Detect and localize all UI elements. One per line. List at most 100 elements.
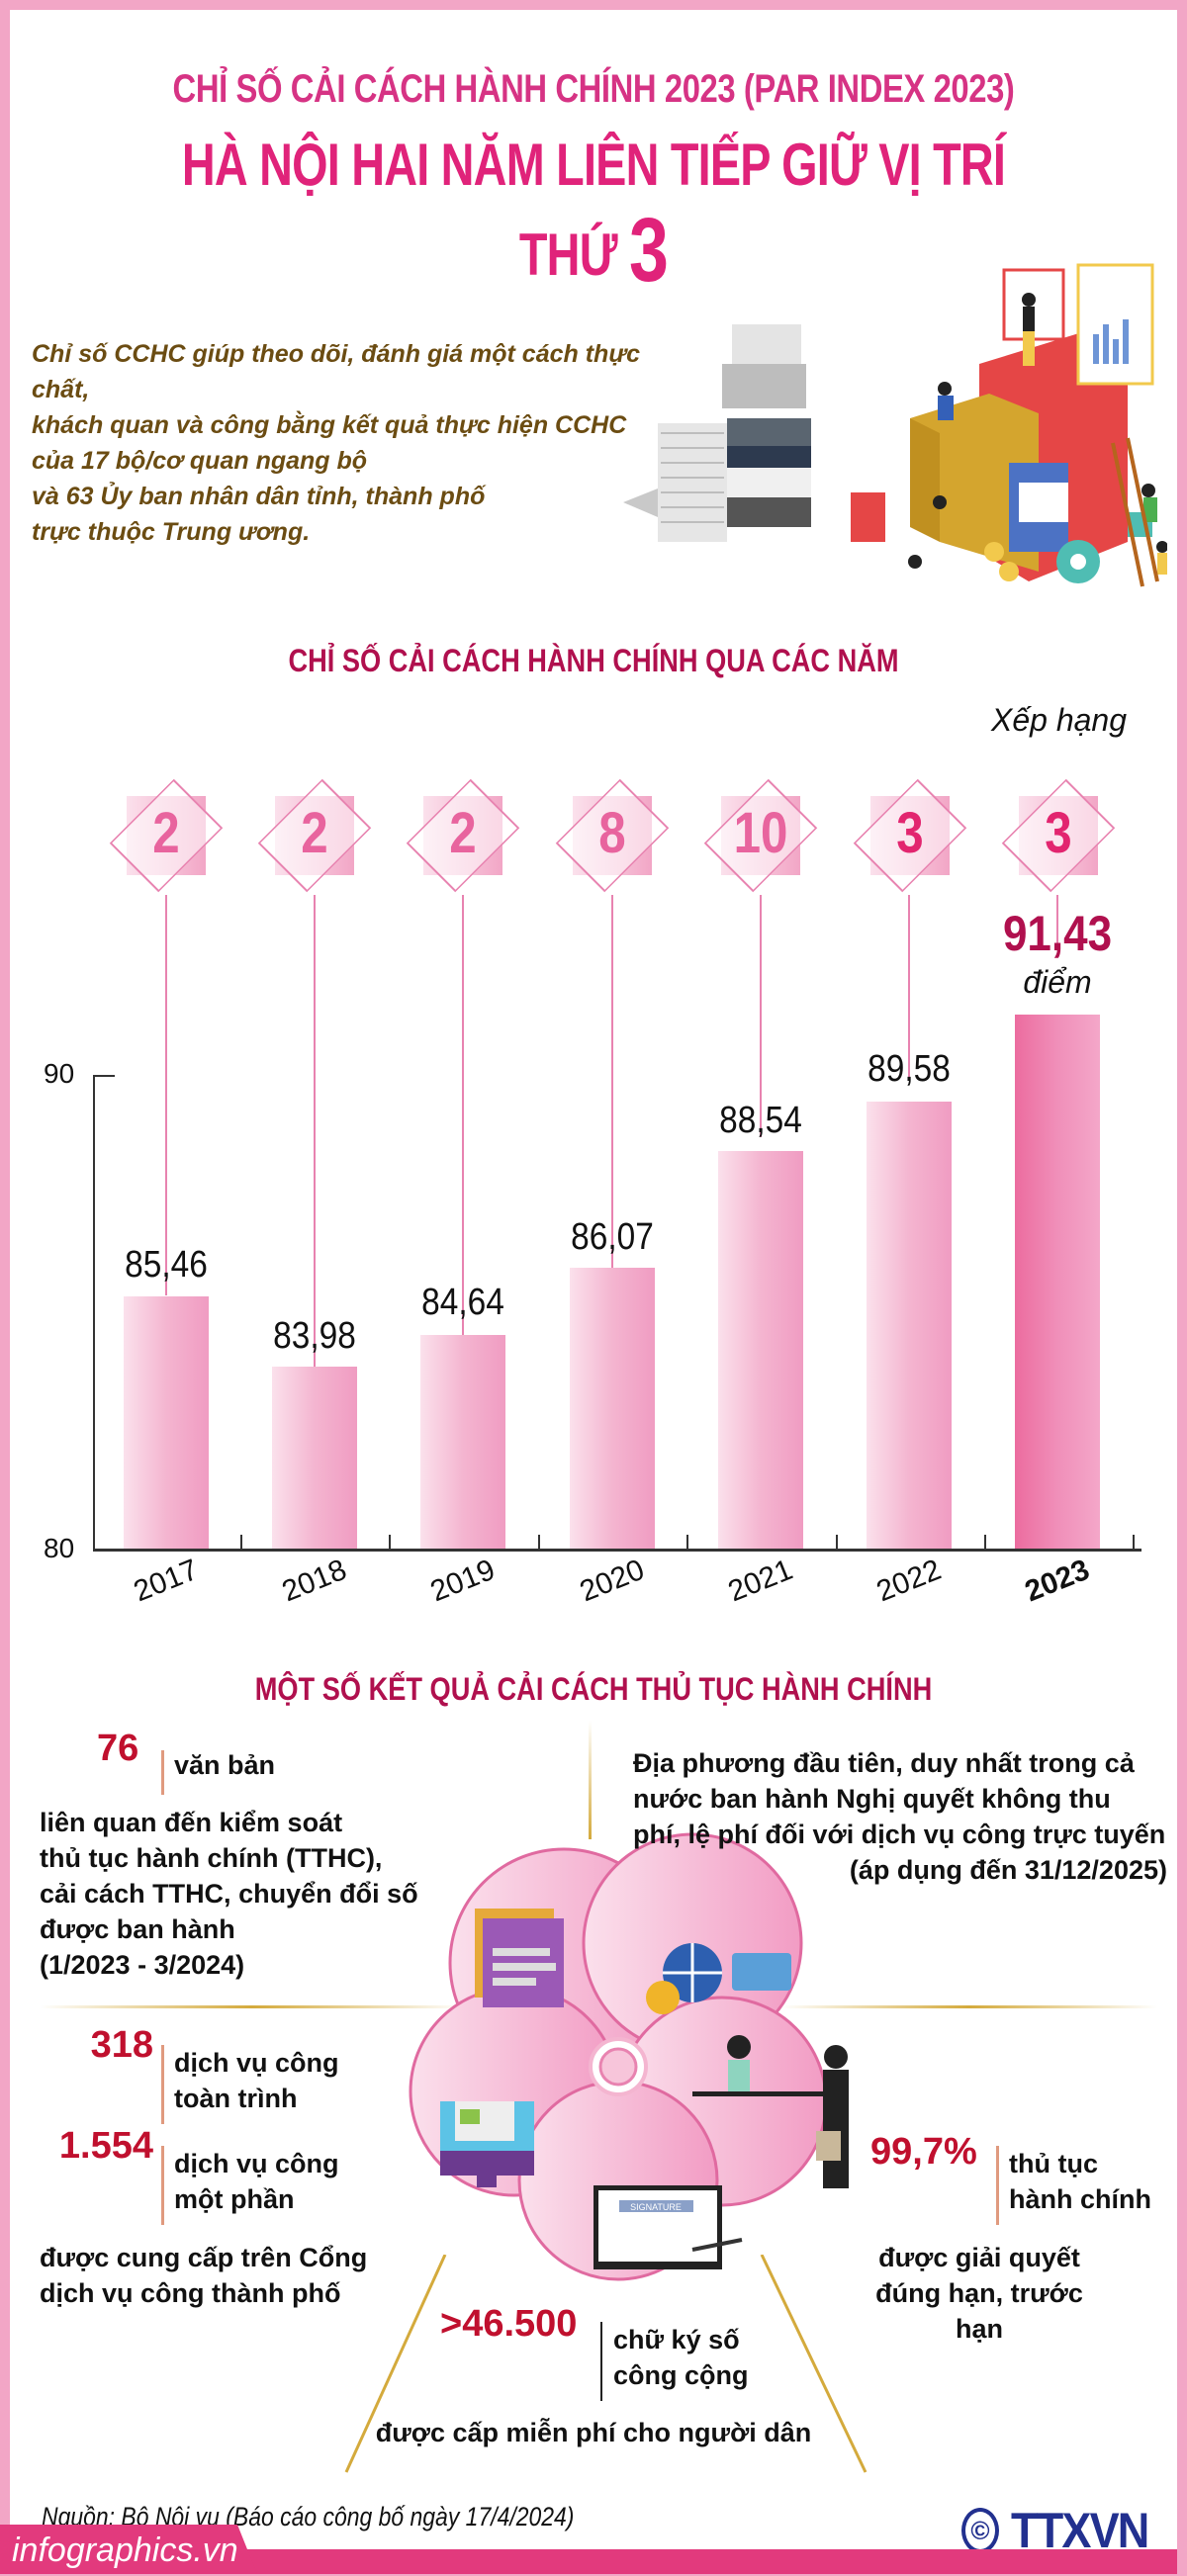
separator bbox=[600, 2322, 602, 2401]
infographic-page: CHỈ SỐ CẢI CÁCH HÀNH CHÍNH 2023 (PAR IND… bbox=[10, 10, 1177, 2572]
procedures-unit: thủ tục hành chính bbox=[1009, 2149, 1151, 2214]
x-tick bbox=[1133, 1535, 1135, 1551]
rank-stem bbox=[908, 895, 910, 1078]
par-index-bar-chart: 2 2 2 8 10 3 3 bbox=[10, 722, 1177, 1612]
docs-number: 76 bbox=[97, 1728, 139, 1769]
bar-2017 bbox=[124, 1296, 209, 1549]
title-line-2: HÀ NỘI HAI NĂM LIÊN TIẾP GIỮ VỊ TRÍ THỨ … bbox=[138, 131, 1049, 303]
site-link[interactable]: infographics.vn bbox=[0, 2525, 257, 2574]
chart-section-title: CHỈ SỐ CẢI CÁCH HÀNH CHÍNH QUA CÁC NĂM bbox=[288, 643, 899, 678]
separator bbox=[161, 2146, 164, 2225]
rank-diamond: 2 bbox=[404, 776, 522, 895]
separator bbox=[161, 1750, 164, 1795]
x-label-highlight: 2023 bbox=[1020, 1553, 1094, 1609]
rank-stem bbox=[760, 895, 762, 1137]
rank-diamond: 2 bbox=[107, 776, 226, 895]
docs-unit: văn bản bbox=[174, 1750, 276, 1780]
x-label: 2022 bbox=[871, 1553, 946, 1609]
y-axis bbox=[93, 1075, 95, 1550]
title-main: HÀ NỘI HAI NĂM LIÊN TIẾP GIỮ VỊ TRÍ THỨ bbox=[181, 132, 1006, 288]
x-label: 2021 bbox=[723, 1553, 797, 1609]
x-tick bbox=[836, 1535, 838, 1551]
results-section-title: MỘT SỐ KẾT QUẢ CẢI CÁCH THỦ TỤC HÀNH CHÍ… bbox=[254, 1671, 933, 1707]
x-tick bbox=[538, 1535, 540, 1551]
bar-2020 bbox=[570, 1268, 655, 1549]
paper-stack-icon bbox=[623, 324, 811, 542]
rank-stem bbox=[165, 895, 167, 1295]
intro-line: của 17 bộ/cơ quan ngang bộ bbox=[32, 447, 368, 475]
svg-text:SIGNATURE: SIGNATURE bbox=[630, 2202, 682, 2212]
services-partial-unit: dịch vụ công một phần bbox=[174, 2149, 339, 2214]
x-axis bbox=[93, 1549, 1141, 1552]
bar-2019 bbox=[420, 1335, 505, 1549]
y-tick-80: 80 bbox=[44, 1533, 75, 1563]
rank-stem bbox=[611, 895, 613, 1276]
services-full: 318 bbox=[90, 2024, 153, 2066]
reform-flower-illustration-icon: SIGNATURE bbox=[409, 1832, 849, 2281]
y-tick-90: 90 bbox=[44, 1058, 75, 1089]
businessman-icon bbox=[824, 2045, 848, 2069]
copyright-icon: © bbox=[961, 2508, 999, 2553]
intro-line: trực thuộc Trung ương. bbox=[32, 518, 311, 546]
bar-value: 84,64 bbox=[421, 1282, 504, 1323]
x-tick bbox=[686, 1535, 688, 1551]
logo-text: TTXVN bbox=[1011, 2503, 1149, 2558]
bar-value-highlight: 91,43 bbox=[1002, 906, 1113, 961]
title-rank: 3 bbox=[628, 200, 669, 301]
gold-divider bbox=[40, 2005, 465, 2008]
x-tick bbox=[240, 1535, 242, 1551]
result-docs: 76 bbox=[97, 1728, 139, 1769]
document-icon bbox=[475, 1909, 564, 2007]
bar-value: 85,46 bbox=[125, 1244, 208, 1286]
signatures: >46.500 bbox=[440, 2303, 578, 2345]
office-isometric-illustration-icon bbox=[623, 263, 1167, 587]
x-label: 2018 bbox=[277, 1553, 351, 1609]
rank-diamond: 8 bbox=[553, 776, 672, 895]
credit-card-icon bbox=[732, 1953, 791, 1991]
intro-line: Chỉ số CCHC giúp theo dõi, đánh giá một … bbox=[32, 340, 641, 403]
bar-value: 83,98 bbox=[273, 1315, 356, 1357]
rank-stem bbox=[1056, 895, 1058, 944]
signatures-desc: được cấp miễn phí cho người dân bbox=[375, 2418, 812, 2447]
rank-label: Xếp hạng bbox=[991, 702, 1128, 738]
rank-stem bbox=[462, 895, 464, 1384]
bar-value: 89,58 bbox=[867, 1048, 951, 1090]
rank-diamond: 10 bbox=[701, 776, 820, 895]
x-label: 2019 bbox=[425, 1553, 500, 1609]
rank-diamond: 3 bbox=[851, 776, 969, 895]
computer-icon bbox=[440, 2101, 534, 2187]
separator bbox=[996, 2146, 999, 2225]
rank-diamond: 3 bbox=[999, 776, 1118, 895]
signature-screen-icon: SIGNATURE bbox=[594, 2185, 743, 2269]
bar-2023 bbox=[1015, 1015, 1100, 1549]
intro-line: và 63 Ủy ban nhân dân tỉnh, thành phố bbox=[32, 483, 486, 510]
unit-label: điểm bbox=[1023, 964, 1092, 1000]
intro-text: Chỉ số CCHC giúp theo dõi, đánh giá một … bbox=[32, 336, 645, 550]
services-desc: được cung cấp trên Cổng dịch vụ công thà… bbox=[40, 2243, 368, 2308]
rank-stem bbox=[314, 895, 316, 1424]
y-axis-top-tick bbox=[93, 1075, 115, 1077]
docs-desc: liên quan đến kiểm soát thủ tục hành chí… bbox=[40, 1808, 418, 1980]
x-label: 2017 bbox=[129, 1553, 203, 1609]
bar-2022 bbox=[867, 1102, 952, 1549]
services-full-unit: dịch vụ công toàn trình bbox=[174, 2048, 339, 2113]
procedures: 99,7% bbox=[870, 2131, 977, 2173]
separator bbox=[161, 2045, 164, 2124]
bar-value: 86,07 bbox=[571, 1216, 654, 1258]
rank-diamond: 2 bbox=[255, 776, 374, 895]
x-tick bbox=[984, 1535, 986, 1551]
intro-line: khách quan và công bằng kết quả thực hiệ… bbox=[32, 411, 627, 439]
signatures-unit: chữ ký số công cộng bbox=[613, 2325, 749, 2390]
bar-2021 bbox=[718, 1151, 803, 1549]
gear-icon bbox=[646, 1981, 680, 2014]
x-label: 2020 bbox=[575, 1553, 649, 1609]
gold-divider bbox=[781, 2005, 1157, 2008]
x-tick bbox=[389, 1535, 391, 1551]
gold-diagonal-lines bbox=[344, 2255, 867, 2473]
services-partial: 1.554 bbox=[58, 2125, 153, 2167]
bar-value: 88,54 bbox=[719, 1100, 802, 1141]
first-locality-desc: Địa phương đầu tiên, duy nhất trong cả n… bbox=[633, 1748, 1167, 1885]
bar-2018 bbox=[272, 1367, 357, 1549]
blocks-icon bbox=[851, 324, 1152, 581]
globe-icon bbox=[663, 1943, 722, 2002]
